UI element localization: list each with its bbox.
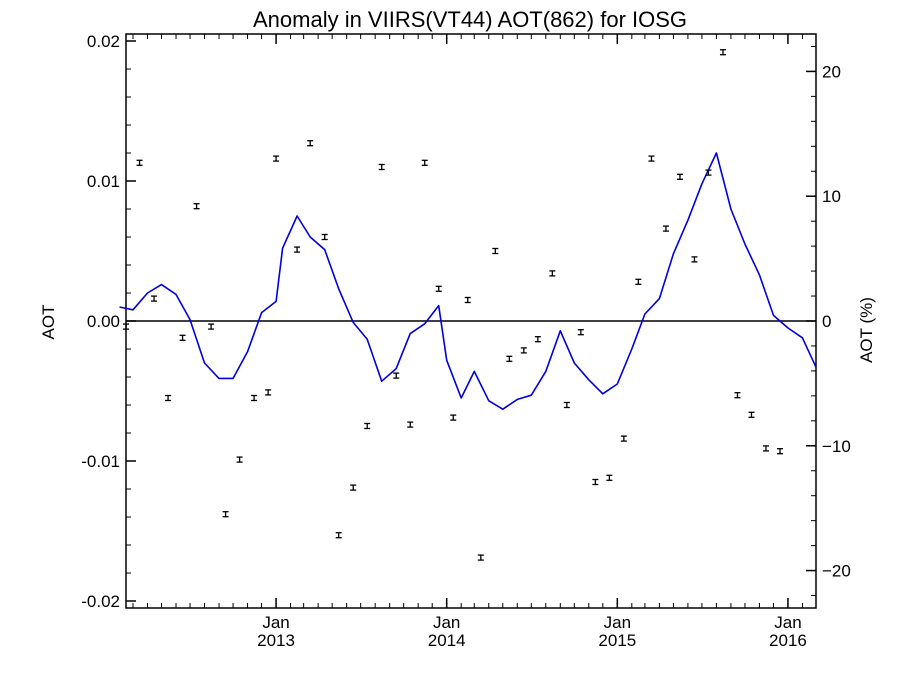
x-tick-year-0: 2013 <box>257 631 295 650</box>
left-tick-label-0: -0.02 <box>81 592 120 611</box>
right-tick-label-4: 20 <box>822 62 841 81</box>
data-point-16 <box>350 484 357 491</box>
data-point-40 <box>691 256 698 263</box>
x-tick-month-0: Jan <box>262 613 289 632</box>
data-point-5 <box>193 203 200 210</box>
data-point-25 <box>477 554 484 561</box>
data-point-7 <box>222 511 229 518</box>
data-point-46 <box>777 448 784 455</box>
data-point-29 <box>534 336 541 343</box>
data-point-6 <box>208 323 215 330</box>
data-point-27 <box>506 355 513 362</box>
data-point-22 <box>435 285 442 292</box>
data-point-9 <box>251 394 258 402</box>
data-point-43 <box>734 392 741 399</box>
data-point-13 <box>307 140 314 147</box>
data-point-14 <box>321 233 328 241</box>
left-tick-label-4: 0.02 <box>87 32 120 51</box>
data-point-8 <box>236 456 243 463</box>
series-line-blue <box>119 152 817 411</box>
data-point-23 <box>450 414 457 421</box>
data-point-45 <box>762 445 769 452</box>
right-tick-label-1: −10 <box>822 437 851 456</box>
data-point-3 <box>165 394 172 402</box>
data-point-17 <box>364 422 371 430</box>
data-point-33 <box>592 478 599 486</box>
data-point-44 <box>748 411 755 418</box>
data-point-18 <box>378 163 385 171</box>
data-point-4 <box>179 334 186 341</box>
x-tick-year-2: 2015 <box>598 631 636 650</box>
data-point-34 <box>606 474 613 481</box>
data-point-11 <box>273 155 280 162</box>
left-tick-label-1: -0.01 <box>81 452 120 471</box>
x-tick-month-2: Jan <box>604 613 631 632</box>
data-point-38 <box>662 225 669 232</box>
y-axis-label-right: AOT (%) <box>857 297 876 363</box>
blue-line-group <box>119 152 817 411</box>
data-point-0 <box>123 323 129 330</box>
right-tick-label-2: 0 <box>822 312 831 331</box>
data-point-37 <box>648 155 655 162</box>
data-point-15 <box>335 532 342 539</box>
data-point-26 <box>492 247 499 255</box>
x-tick-month-1: Jan <box>433 613 460 632</box>
data-point-30 <box>549 270 556 277</box>
data-point-35 <box>620 435 627 442</box>
data-point-31 <box>563 401 570 409</box>
data-point-10 <box>265 389 272 396</box>
chart-title: Anomaly in VIIRS(VT44) AOT(862) for IOSG <box>253 7 687 32</box>
data-point-42 <box>719 49 726 56</box>
right-axis-group: −20 −10 0 10 20 <box>806 45 851 597</box>
x-tick-year-1: 2014 <box>428 631 466 650</box>
data-point-19 <box>393 372 400 379</box>
data-point-36 <box>635 278 642 285</box>
x-tick-year-3: 2016 <box>769 631 807 650</box>
data-point-24 <box>464 296 471 304</box>
left-tick-label-3: 0.01 <box>87 172 120 191</box>
right-tick-label-0: −20 <box>822 562 851 581</box>
error-points-group <box>123 49 784 561</box>
right-tick-label-3: 10 <box>822 187 841 206</box>
data-point-41 <box>705 169 712 176</box>
data-point-2 <box>151 295 158 302</box>
data-point-39 <box>676 173 683 180</box>
data-point-32 <box>577 329 584 336</box>
y-axis-label-left: AOT <box>39 305 58 340</box>
data-point-20 <box>407 421 414 428</box>
data-point-28 <box>520 347 527 354</box>
data-point-12 <box>294 246 301 253</box>
data-point-21 <box>421 159 428 166</box>
x-tick-month-3: Jan <box>774 613 801 632</box>
left-tick-label-2: 0.00 <box>87 312 120 331</box>
data-point-1 <box>136 159 143 166</box>
left-axis-group: -0.02 -0.01 0.00 0.01 0.02 <box>81 32 136 611</box>
